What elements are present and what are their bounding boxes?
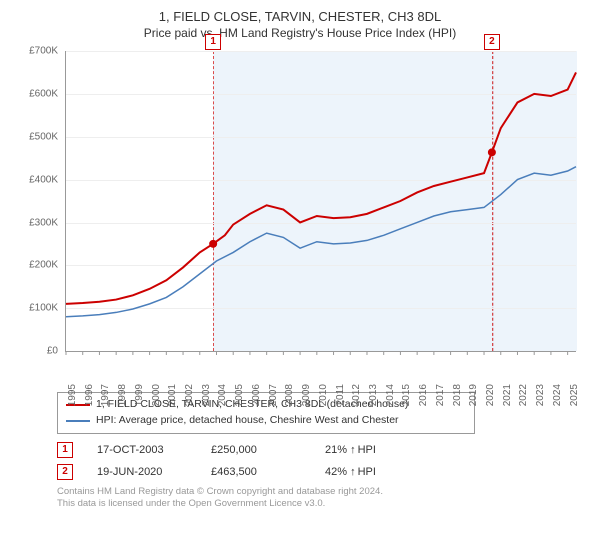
x-tick-label: 2025 [569,384,580,414]
x-tick-label: 2016 [418,384,429,414]
y-tick-label: £0 [47,346,58,357]
event-price: £463,500 [211,466,301,478]
y-tick-label: £700K [29,46,58,57]
y-tick-label: £500K [29,131,58,142]
sale-point-1 [209,240,217,248]
series-line-hpi [66,167,576,317]
event-delta: 42% HPI [325,466,415,478]
x-tick-label: 2015 [401,384,412,414]
x-tick-label: 2018 [452,384,463,414]
x-tick-label: 2008 [284,384,295,414]
chart-container: 1, FIELD CLOSE, TARVIN, CHESTER, CH3 8DL… [0,0,600,560]
x-tick-label: 2023 [535,384,546,414]
x-tick-label: 2011 [335,384,346,414]
legend-swatch [66,420,90,422]
sale-marker-1: 1 [205,34,221,50]
event-date: 19-JUN-2020 [97,466,187,478]
x-tick-label: 1999 [134,384,145,414]
event-price: £250,000 [211,444,301,456]
x-tick-label: 2004 [217,384,228,414]
sale-point-2 [488,149,496,157]
x-tick-label: 2017 [435,384,446,414]
event-date: 17-OCT-2003 [97,444,187,456]
chart-area: 12£0£100K£200K£300K£400K£500K£600K£700K1… [20,46,580,386]
arrow-up-icon [350,466,358,478]
footer-line-2: This data is licensed under the Open Gov… [57,498,588,510]
x-tick-label: 2003 [201,384,212,414]
x-tick-label: 2014 [385,384,396,414]
y-tick-label: £300K [29,217,58,228]
x-tick-label: 2002 [184,384,195,414]
x-tick-label: 1997 [100,384,111,414]
events-table: 1 17-OCT-2003 £250,000 21% HPI 2 19-JUN-2020 £… [57,442,588,480]
event-delta: 21% HPI [325,444,415,456]
x-tick-label: 2020 [485,384,496,414]
chart-subtitle: Price paid vs. HM Land Registry's House … [12,26,588,40]
sale-marker-2: 2 [484,34,500,50]
x-tick-label: 1998 [117,384,128,414]
footer-attribution: Contains HM Land Registry data © Crown c… [57,486,588,511]
event-marker: 2 [57,464,73,480]
event-row: 1 17-OCT-2003 £250,000 21% HPI [57,442,588,458]
x-tick-label: 2006 [251,384,262,414]
y-tick-label: £200K [29,260,58,271]
x-tick-label: 2000 [151,384,162,414]
x-tick-label: 2012 [351,384,362,414]
x-tick-label: 2010 [318,384,329,414]
y-tick-label: £600K [29,89,58,100]
legend-label: HPI: Average price, detached house, Ches… [96,413,399,429]
x-tick-label: 2021 [502,384,513,414]
footer-line-1: Contains HM Land Registry data © Crown c… [57,486,588,498]
x-tick-label: 2005 [234,384,245,414]
chart-title: 1, FIELD CLOSE, TARVIN, CHESTER, CH3 8DL [12,8,588,26]
x-tick-label: 2024 [552,384,563,414]
plot-svg [66,51,576,351]
x-tick-label: 2019 [468,384,479,414]
event-marker: 1 [57,442,73,458]
x-tick-label: 2007 [268,384,279,414]
x-tick-label: 2009 [301,384,312,414]
y-tick-label: £100K [29,303,58,314]
legend-item: HPI: Average price, detached house, Ches… [66,413,466,429]
arrow-up-icon [350,444,358,456]
y-tick-label: £400K [29,174,58,185]
event-row: 2 19-JUN-2020 £463,500 42% HPI [57,464,588,480]
plot-region [65,51,576,352]
x-tick-label: 2001 [167,384,178,414]
series-line-price_paid [66,73,576,304]
x-tick-label: 1995 [67,384,78,414]
x-tick-label: 1996 [84,384,95,414]
x-tick-label: 2013 [368,384,379,414]
x-tick-label: 2022 [518,384,529,414]
